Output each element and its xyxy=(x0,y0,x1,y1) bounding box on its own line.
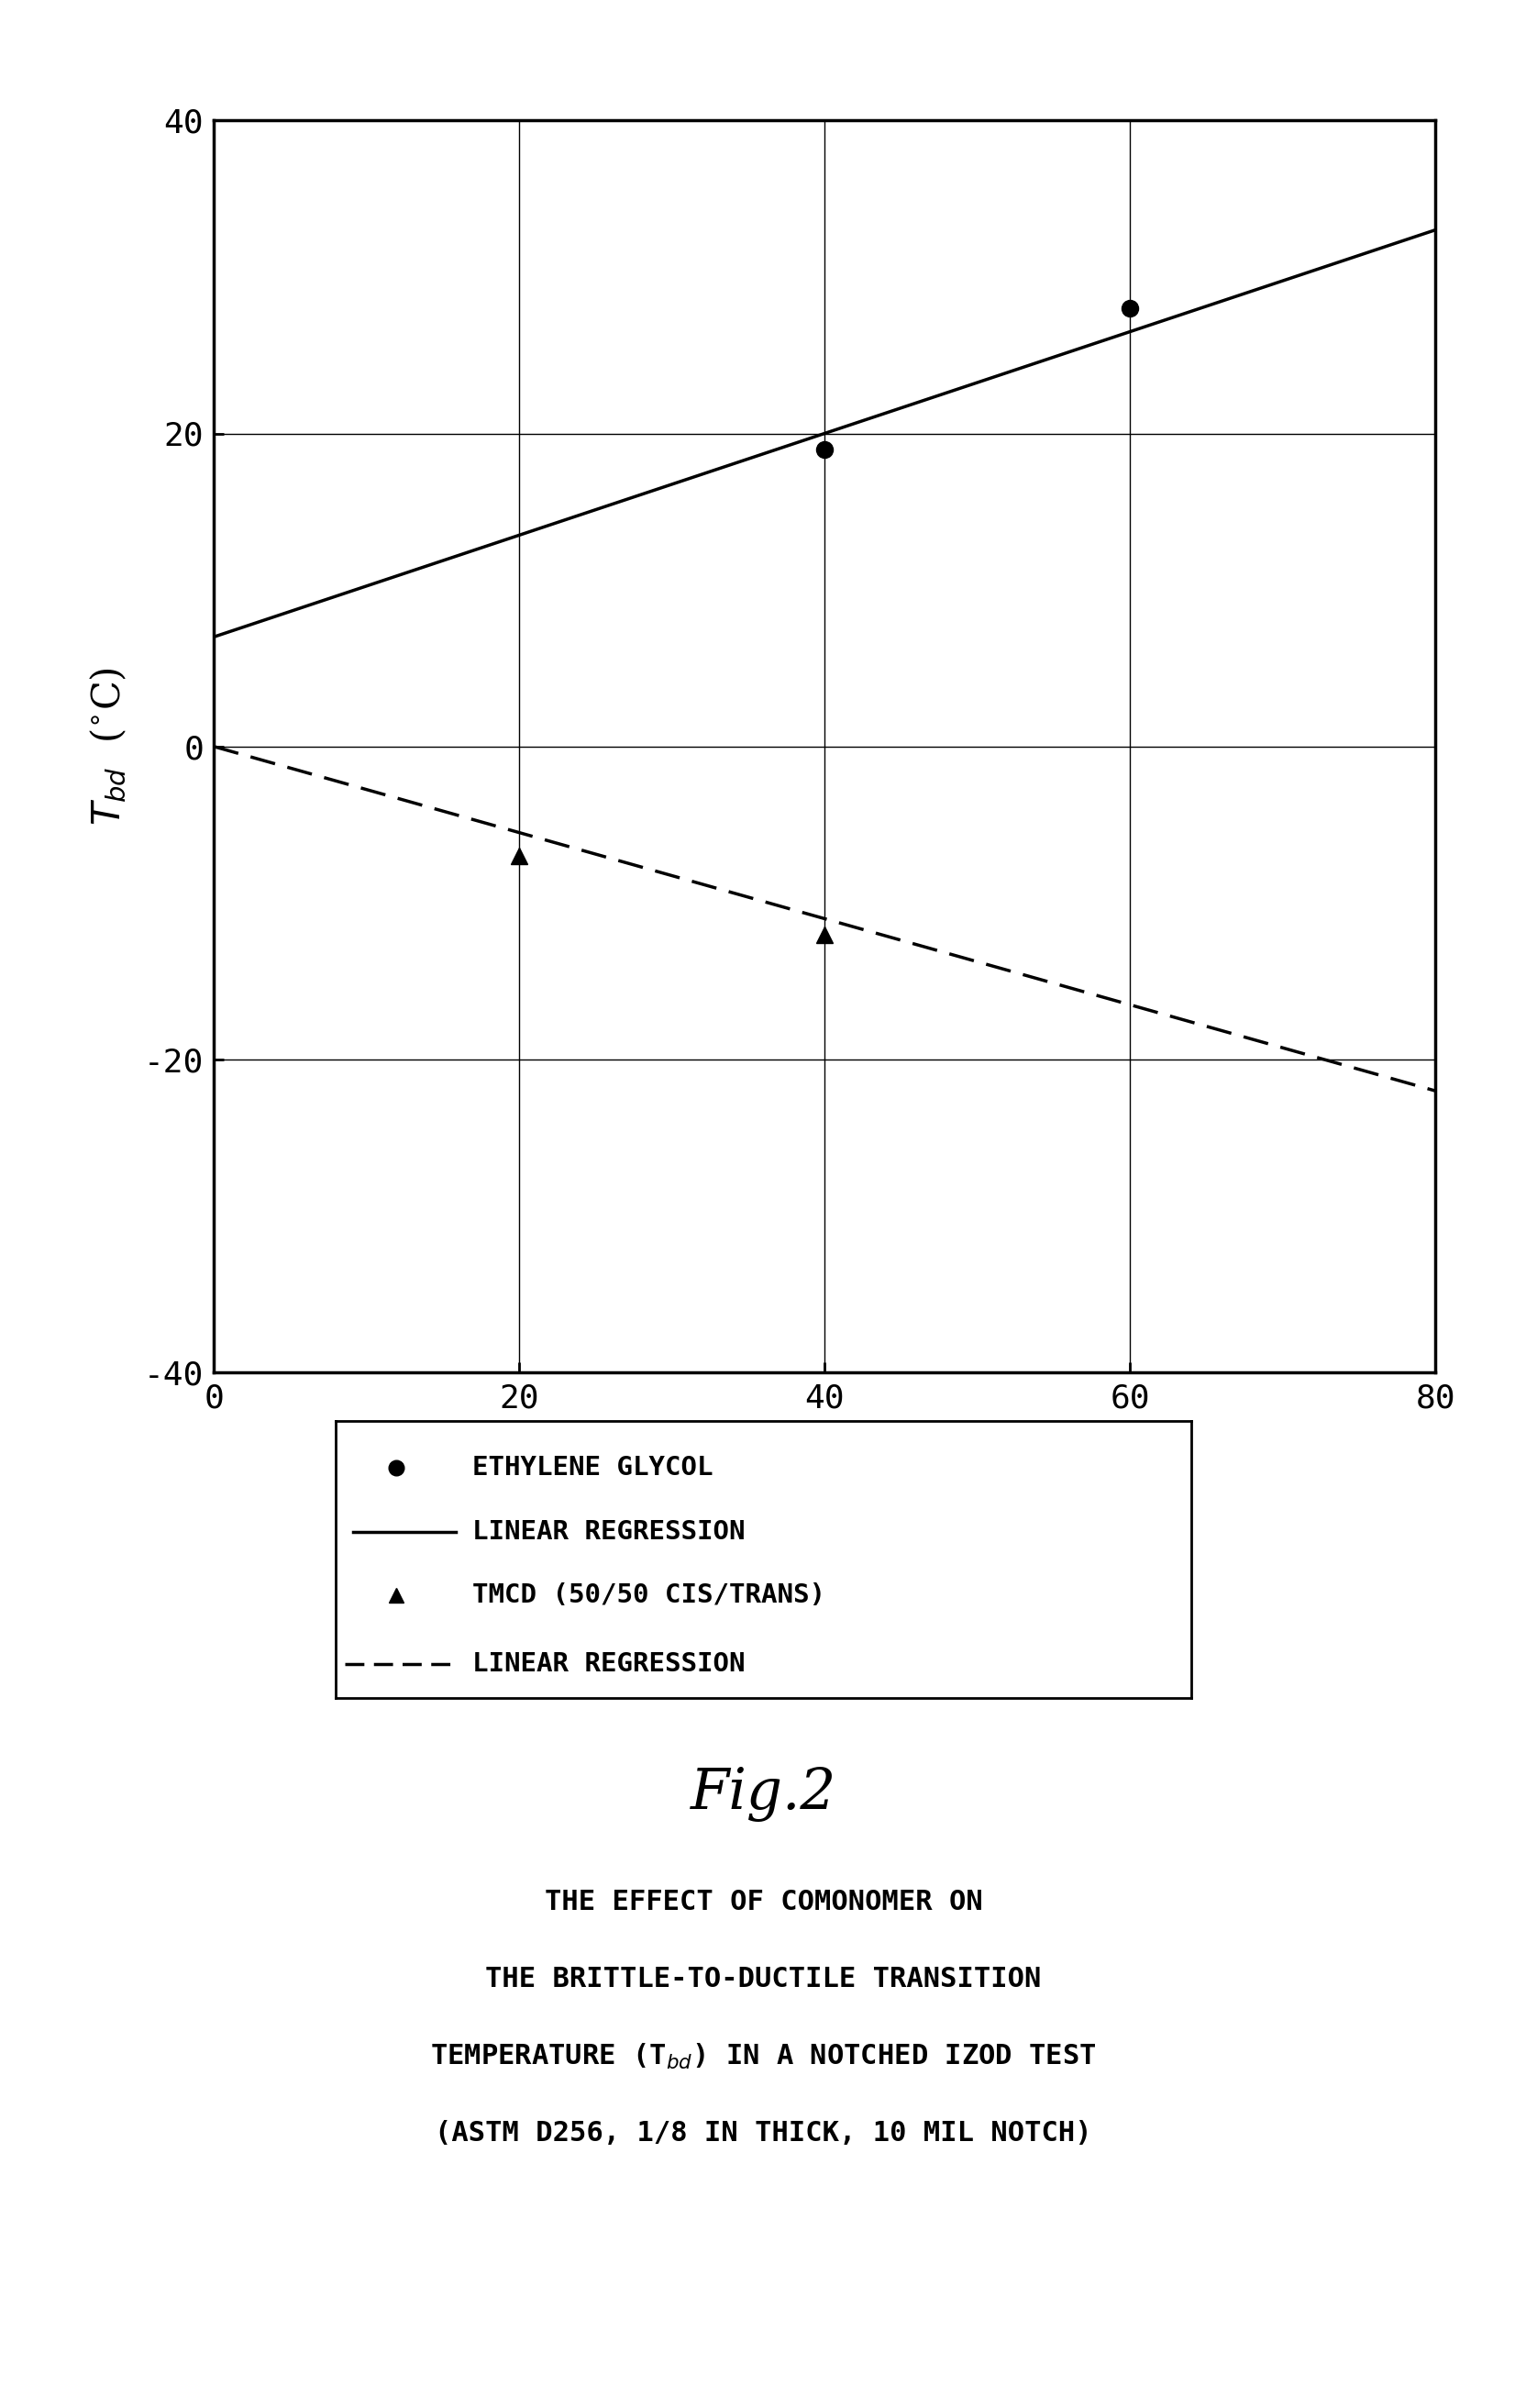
Text: Fig.2: Fig.2 xyxy=(690,1767,836,1820)
Text: TEMPERATURE (T$_{bd}$) IN A NOTCHED IZOD TEST: TEMPERATURE (T$_{bd}$) IN A NOTCHED IZOD… xyxy=(430,2042,1096,2071)
Text: ETHYLENE GLYCOL: ETHYLENE GLYCOL xyxy=(473,1454,713,1481)
X-axis label: MOL% COMONOMER: MOL% COMONOMER xyxy=(664,1438,984,1476)
Text: TMCD (50/50 CIS/TRANS): TMCD (50/50 CIS/TRANS) xyxy=(473,1582,826,1609)
Y-axis label: $T_{bd}$  ($^{\circ}$C): $T_{bd}$ ($^{\circ}$C) xyxy=(89,667,128,826)
Text: (ASTM D256, 1/8 IN THICK, 10 MIL NOTCH): (ASTM D256, 1/8 IN THICK, 10 MIL NOTCH) xyxy=(435,2119,1091,2148)
Text: THE EFFECT OF COMONOMER ON: THE EFFECT OF COMONOMER ON xyxy=(545,1888,981,1917)
Text: LINEAR REGRESSION: LINEAR REGRESSION xyxy=(473,1652,745,1678)
Text: LINEAR REGRESSION: LINEAR REGRESSION xyxy=(473,1519,745,1544)
Text: THE BRITTLE-TO-DUCTILE TRANSITION: THE BRITTLE-TO-DUCTILE TRANSITION xyxy=(485,1965,1041,1994)
